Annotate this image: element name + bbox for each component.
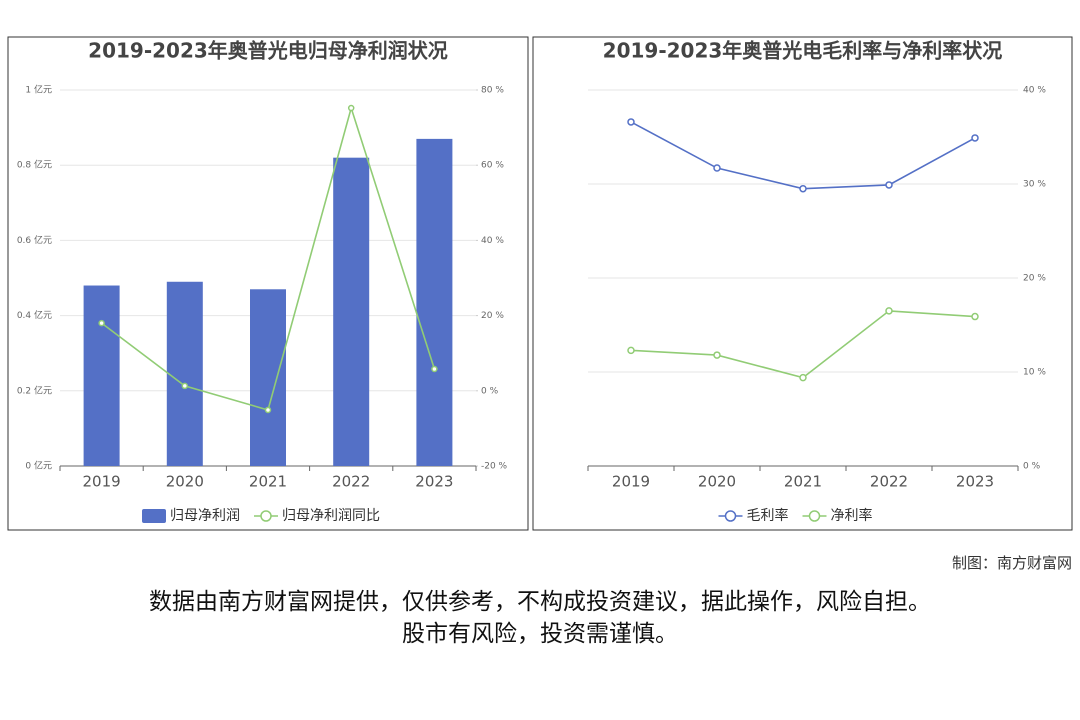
y-tick-label: 30 % <box>1023 180 1046 190</box>
line-marker <box>627 118 635 126</box>
legend-swatch <box>260 510 272 522</box>
y-tick-label: 80 % <box>481 86 504 96</box>
line-marker <box>799 184 807 193</box>
line-marker <box>971 312 979 321</box>
x-tick-label: 2023 <box>415 473 453 491</box>
legend-label: 净利率 <box>831 507 873 524</box>
line-marker <box>799 373 807 382</box>
line-marker <box>627 346 635 355</box>
y-tick-label: 0 % <box>481 386 499 396</box>
bar <box>83 285 120 466</box>
y-tick-label: 0 亿元 <box>25 460 52 472</box>
y-tick-label: 0.2 亿元 <box>17 384 52 396</box>
y-tick-label: -20 % <box>481 462 508 472</box>
x-tick-label: 2020 <box>698 473 736 491</box>
y-tick-label: 20 % <box>1023 274 1046 284</box>
line <box>630 310 976 379</box>
x-tick-label: 2019 <box>83 473 121 491</box>
disclaimer: 数据由南方财富网提供，仅供参考，不构成投资建议，据此操作，风险自担。 <box>149 589 931 615</box>
legend-swatch <box>808 510 821 522</box>
x-tick-label: 2022 <box>870 473 908 491</box>
y-tick-label: 1 亿元 <box>25 84 52 96</box>
y-tick-label: 20 % <box>481 311 504 321</box>
legend-swatch <box>142 509 166 523</box>
y-tick-label: 60 % <box>481 161 504 171</box>
chart-title: 2019-2023年奥普光电归母净利润状况 <box>88 39 448 63</box>
chart-title: 2019-2023年奥普光电毛利率与净利率状况 <box>603 39 1003 63</box>
line <box>630 121 976 190</box>
line-marker <box>713 164 721 172</box>
y-tick-label: 0.6 亿元 <box>17 234 52 246</box>
bar <box>333 157 370 466</box>
bar <box>250 289 286 466</box>
y-tick-label: 0.8 亿元 <box>17 159 52 171</box>
warning: 股市有风险，投资需谨慎。 <box>402 621 678 647</box>
line-marker <box>264 406 272 414</box>
y-tick-label: 40 % <box>1023 86 1046 96</box>
line-marker <box>347 104 355 112</box>
line-marker <box>98 319 105 327</box>
credit: 制图：南方财富网 <box>951 554 1072 572</box>
legend-label: 归母净利润同比 <box>282 507 380 524</box>
bar <box>166 281 203 466</box>
y-tick-label: 0 % <box>1023 462 1041 472</box>
x-tick-label: 2021 <box>249 473 287 491</box>
panel-frame <box>7 36 529 531</box>
bar <box>416 138 453 466</box>
line-marker <box>431 365 438 373</box>
charts: 2019-2023年奥普光电归母净利润状况 0 亿元 0.2 亿元 0.4 亿元 0.6… <box>7 36 1073 531</box>
y-tick-label: 10 % <box>1023 368 1046 378</box>
line-marker <box>971 134 979 142</box>
legend-label: 归母净利润 <box>170 507 240 524</box>
y-tick-label: 0.4 亿元 <box>17 309 52 321</box>
line-marker <box>181 382 189 390</box>
x-tick-label: 2023 <box>956 473 994 491</box>
x-tick-label: 2021 <box>784 473 822 491</box>
x-tick-label: 2019 <box>612 473 650 491</box>
y-tick-label: 40 % <box>481 236 504 246</box>
line-marker <box>885 181 893 189</box>
panel-frame <box>532 36 1073 531</box>
x-tick-label: 2022 <box>332 473 370 491</box>
legend-swatch <box>724 510 737 522</box>
line-marker <box>713 351 721 359</box>
legend-label: 毛利率 <box>747 507 789 524</box>
line-marker <box>885 307 893 315</box>
x-tick-label: 2020 <box>166 473 204 491</box>
